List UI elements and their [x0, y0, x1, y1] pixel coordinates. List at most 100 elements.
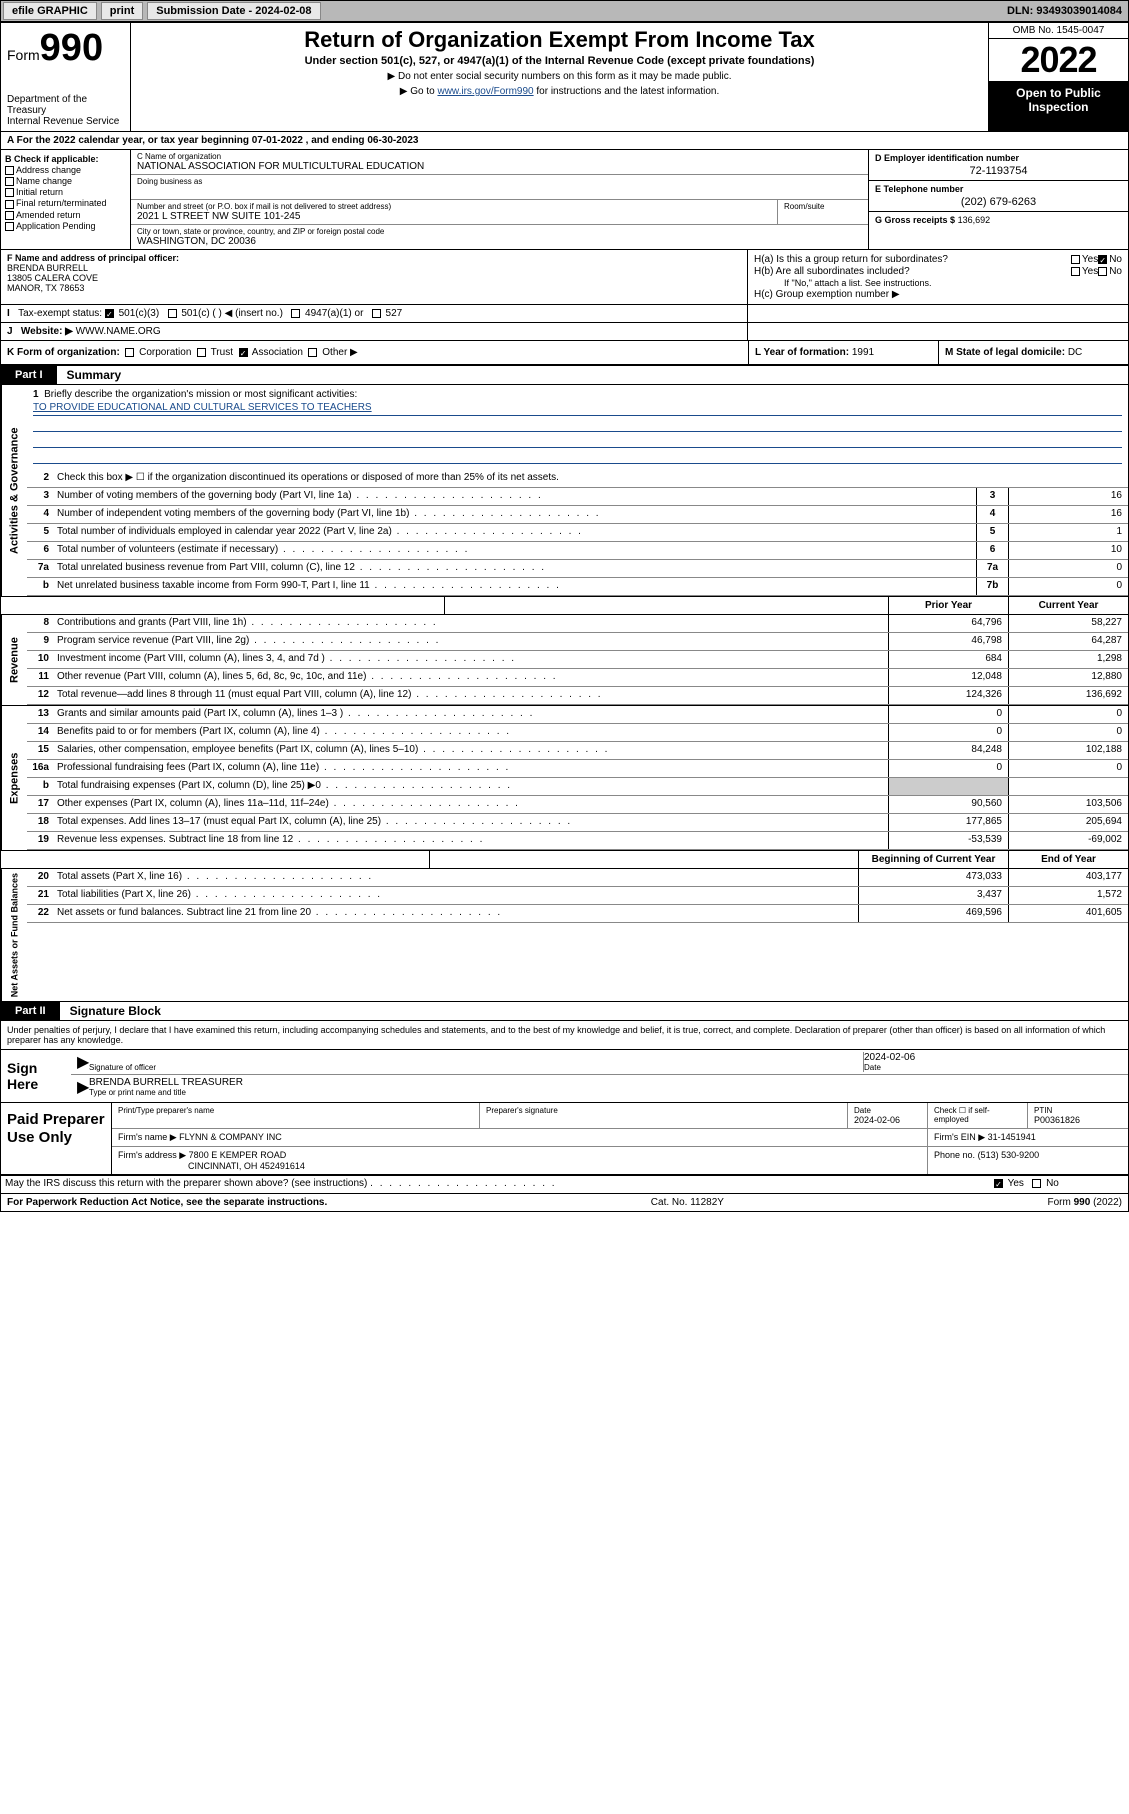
- sig-date: 2024-02-06: [864, 1052, 1122, 1063]
- open-to-public: Open to Public Inspection: [989, 82, 1128, 131]
- line-num: 11: [27, 669, 53, 686]
- prior-value: 0: [888, 760, 1008, 777]
- chk-corp[interactable]: [125, 348, 134, 357]
- line-value: 16: [1008, 488, 1128, 505]
- row-i-tax-status: I Tax-exempt status: ✓ 501(c)(3) 501(c) …: [1, 305, 1128, 323]
- hb-yes[interactable]: [1071, 267, 1080, 276]
- prior-value: -53,539: [888, 832, 1008, 849]
- note-goto-post: for instructions and the latest informat…: [534, 86, 720, 97]
- line-text: Program service revenue (Part VIII, line…: [53, 633, 888, 650]
- irs-label: Internal Revenue Service: [7, 116, 124, 127]
- end-year-hdr: End of Year: [1008, 851, 1128, 868]
- sig-arrow-icon: ▶: [77, 1052, 89, 1072]
- page-footer: For Paperwork Reduction Act Notice, see …: [1, 1194, 1128, 1211]
- chk-app-pending[interactable]: [5, 222, 14, 231]
- form-header: Form990 Department of the Treasury Inter…: [1, 23, 1128, 132]
- line-text: Total revenue—add lines 8 through 11 (mu…: [53, 687, 888, 704]
- gross-label: G Gross receipts $: [875, 215, 955, 225]
- discuss-no[interactable]: [1032, 1179, 1041, 1188]
- table-row: 17 Other expenses (Part IX, column (A), …: [27, 796, 1128, 814]
- chk-initial-return[interactable]: [5, 188, 14, 197]
- table-row: b Net unrelated business taxable income …: [27, 578, 1128, 596]
- line-text: Net unrelated business taxable income fr…: [53, 578, 976, 595]
- table-row: 4 Number of independent voting members o…: [27, 506, 1128, 524]
- col-b-checkboxes: B Check if applicable: Address change Na…: [1, 150, 131, 249]
- line-text: Total expenses. Add lines 13–17 (must eq…: [53, 814, 888, 831]
- line-text: Contributions and grants (Part VIII, lin…: [53, 615, 888, 632]
- chk-address-change[interactable]: [5, 166, 14, 175]
- tax-year: 2022: [989, 39, 1128, 82]
- chk-amended[interactable]: [5, 211, 14, 220]
- footer-cat: Cat. No. 11282Y: [327, 1197, 1047, 1208]
- discuss-yes[interactable]: ✓: [994, 1179, 1003, 1188]
- current-year-hdr: Current Year: [1008, 597, 1128, 614]
- line-num: 8: [27, 615, 53, 632]
- chk-trust[interactable]: [197, 348, 206, 357]
- prior-value: [888, 778, 1008, 795]
- ha-no[interactable]: ✓: [1098, 255, 1107, 264]
- table-row: 7a Total unrelated business revenue from…: [27, 560, 1128, 578]
- line-text: Revenue less expenses. Subtract line 18 …: [53, 832, 888, 849]
- line-text: Total fundraising expenses (Part IX, col…: [53, 778, 888, 795]
- current-value: 1,572: [1008, 887, 1128, 904]
- line-num: 20: [27, 869, 53, 886]
- part-ii-tab: Part II: [1, 1002, 60, 1020]
- print-button[interactable]: print: [101, 2, 143, 20]
- vlabel-expenses: Expenses: [1, 706, 27, 850]
- prep-date: 2024-02-06: [854, 1115, 921, 1125]
- dba-label: Doing business as: [137, 177, 862, 186]
- ptin-label: PTIN: [1034, 1106, 1122, 1115]
- table-row: 3 Number of voting members of the govern…: [27, 488, 1128, 506]
- chk-name-change[interactable]: [5, 177, 14, 186]
- prior-value: 84,248: [888, 742, 1008, 759]
- line-value: 1: [1008, 524, 1128, 541]
- table-row: 18 Total expenses. Add lines 13–17 (must…: [27, 814, 1128, 832]
- chk-assoc[interactable]: ✓: [239, 348, 248, 357]
- expenses-section: Expenses 13 Grants and similar amounts p…: [1, 705, 1128, 850]
- omb-number: OMB No. 1545-0047: [989, 23, 1128, 39]
- chk-other[interactable]: [308, 348, 317, 357]
- part-ii-header: Part II Signature Block: [1, 1001, 1128, 1021]
- chk-527[interactable]: [372, 309, 381, 318]
- current-value: 58,227: [1008, 615, 1128, 632]
- ha-yes[interactable]: [1071, 255, 1080, 264]
- chk-501c[interactable]: [168, 309, 177, 318]
- efile-button[interactable]: efile GRAPHIC: [3, 2, 97, 20]
- domicile: DC: [1068, 347, 1082, 358]
- hc-label: H(c) Group exemption number ▶: [754, 289, 1122, 300]
- table-row: 5 Total number of individuals employed i…: [27, 524, 1128, 542]
- note-goto-pre: Go to: [410, 86, 437, 97]
- line-text: Grants and similar amounts paid (Part IX…: [53, 706, 888, 723]
- officer-addr1: 13805 CALERA COVE: [7, 273, 741, 283]
- chk-501c3[interactable]: ✓: [105, 309, 114, 318]
- chk-4947[interactable]: [291, 309, 300, 318]
- officer-addr2: MANOR, TX 78653: [7, 283, 741, 293]
- current-value: -69,002: [1008, 832, 1128, 849]
- hb-note: If "No," attach a list. See instructions…: [754, 278, 1122, 288]
- mission-text[interactable]: TO PROVIDE EDUCATIONAL AND CULTURAL SERV…: [33, 402, 372, 413]
- header-right: OMB No. 1545-0047 2022 Open to Public In…: [988, 23, 1128, 131]
- org-name: NATIONAL ASSOCIATION FOR MULTICULTURAL E…: [137, 161, 862, 172]
- submission-date: Submission Date - 2024-02-08: [147, 2, 320, 20]
- chk-final-return[interactable]: [5, 200, 14, 209]
- prior-current-header: Prior Year Current Year: [1, 596, 1128, 615]
- form-org-label: K Form of organization:: [7, 347, 120, 358]
- year-formation-label: L Year of formation:: [755, 347, 849, 358]
- hb-no[interactable]: [1098, 267, 1107, 276]
- org-city: WASHINGTON, DC 20036: [137, 236, 862, 247]
- officer-name: BRENDA BURRELL: [7, 263, 741, 273]
- line-text: Total number of individuals employed in …: [53, 524, 976, 541]
- discuss-row: May the IRS discuss this return with the…: [1, 1176, 1128, 1194]
- begin-year-hdr: Beginning of Current Year: [858, 851, 1008, 868]
- officer-label: F Name and address of principal officer:: [7, 253, 741, 263]
- signer-name-label: Type or print name and title: [89, 1088, 1122, 1097]
- line-num: 6: [27, 542, 53, 559]
- net-assets-section: Net Assets or Fund Balances 20 Total ass…: [1, 869, 1128, 1001]
- table-row: 13 Grants and similar amounts paid (Part…: [27, 706, 1128, 724]
- firm-name: FLYNN & COMPANY INC: [179, 1132, 282, 1142]
- irs-link[interactable]: www.irs.gov/Form990: [437, 86, 533, 97]
- current-value: 136,692: [1008, 687, 1128, 704]
- paid-preparer-label: Paid Preparer Use Only: [1, 1103, 111, 1174]
- line-text: Total unrelated business revenue from Pa…: [53, 560, 976, 577]
- line-value: 16: [1008, 506, 1128, 523]
